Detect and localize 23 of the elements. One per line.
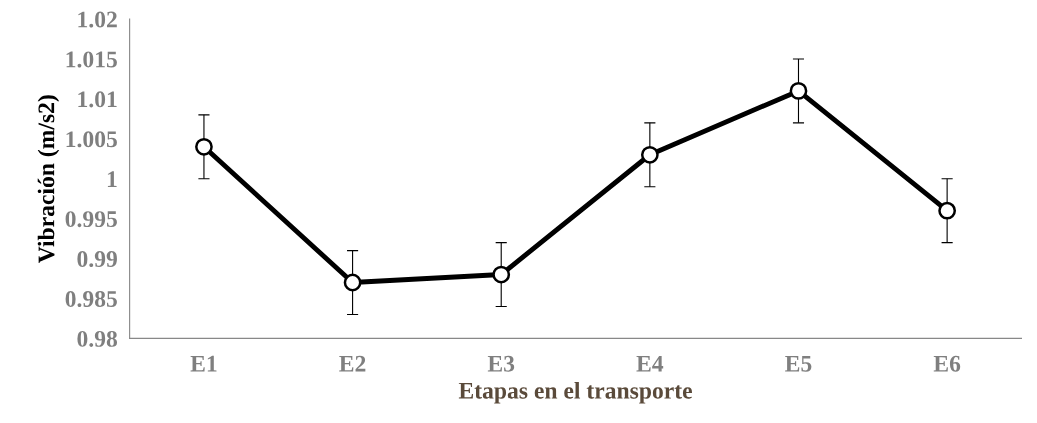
y-tick-label: 1.015 — [66, 51, 117, 68]
y-tick-label: 0.985 — [65, 290, 117, 308]
y-tick-label: 1 — [107, 171, 117, 187]
x-tick-label: E2 — [339, 355, 366, 372]
point — [492, 265, 511, 284]
y-axis-title: Vibración (m/s2) — [37, 95, 60, 263]
x-tick-label: E4 — [636, 355, 664, 372]
y-tick-label: 0.98 — [77, 330, 118, 347]
y-tick-label: 0.995 — [65, 211, 117, 228]
point — [640, 145, 659, 164]
point — [195, 137, 213, 156]
x-tick-label: E6 — [933, 355, 961, 372]
x-axis-title: Etapas en el transporte — [458, 382, 692, 404]
x-tick-label: E1 — [190, 355, 217, 372]
x-tick-label: E5 — [785, 355, 812, 372]
y-tick-label: 1.005 — [66, 131, 117, 148]
y-tick-label: 1.02 — [78, 11, 117, 28]
y-tick-label: 1.01 — [78, 91, 117, 108]
x-tick-label: E3 — [487, 355, 515, 372]
y-tick-label: 0.99 — [77, 251, 117, 268]
point — [938, 201, 957, 220]
point — [343, 273, 362, 292]
point — [789, 82, 808, 100]
